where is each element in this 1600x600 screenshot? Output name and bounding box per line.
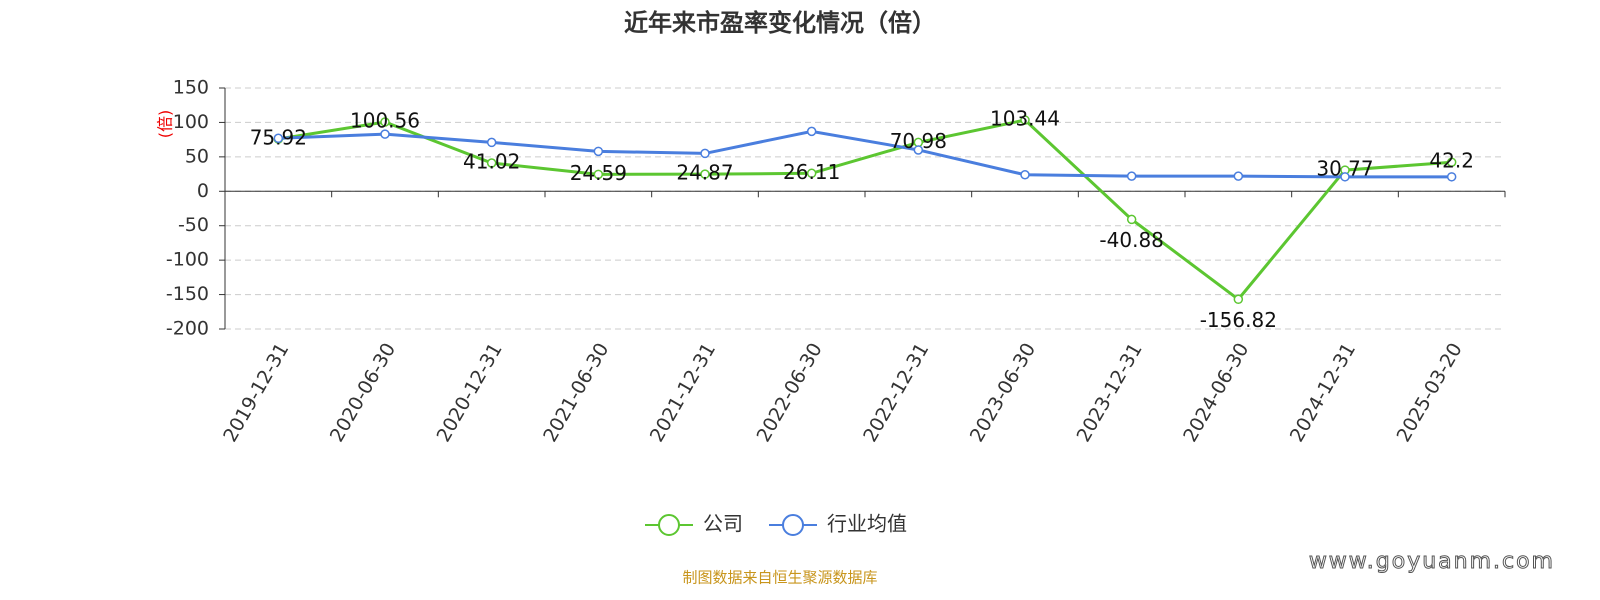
data-label: 26.11 (783, 160, 840, 184)
legend-marker (658, 514, 680, 536)
data-label: 24.87 (676, 161, 733, 185)
point (1020, 170, 1030, 180)
source-note: 制图数据来自恒生聚源数据库 (682, 569, 877, 587)
data-label: 24.59 (570, 161, 627, 185)
y-axis-label: (倍) (156, 110, 175, 139)
point (593, 146, 604, 157)
y-tick-label: -50 (178, 214, 209, 236)
y-tick-label: 150 (173, 77, 209, 99)
x-tick-label: 2025-03-20 (1392, 339, 1466, 446)
data-label: 42.2 (1429, 149, 1474, 173)
point (1126, 171, 1137, 181)
point (700, 169, 710, 179)
y-tick-label: 100 (173, 111, 209, 133)
point (486, 158, 497, 168)
x-tick-label: 2020-12-31 (432, 339, 506, 446)
x-tick-label: 2021-06-30 (539, 339, 613, 446)
series-line (278, 118, 1452, 302)
point (273, 133, 284, 144)
point (1340, 172, 1350, 182)
data-label: 100.56 (350, 109, 420, 133)
point (1126, 214, 1137, 225)
y-tick-label: 50 (185, 145, 209, 167)
y-tick-label: -100 (166, 249, 209, 271)
point (1446, 157, 1457, 167)
data-label: 41.02 (463, 150, 520, 174)
x-tick-label: 2019-12-31 (219, 339, 293, 446)
x-tick-label: 2020-06-30 (326, 339, 400, 446)
x-tick-label: 2022-06-30 (752, 339, 826, 446)
point (700, 148, 710, 159)
point (593, 169, 604, 180)
y-tick-label: -200 (166, 318, 209, 340)
data-label: -40.88 (1099, 228, 1163, 252)
x-tick-label: 2021-12-31 (646, 339, 720, 446)
series-line (278, 129, 1452, 179)
legend-label: 行业均值 (827, 512, 907, 536)
point (1233, 171, 1244, 181)
point (806, 126, 817, 137)
x-tick-label: 2023-06-30 (966, 339, 1040, 446)
point (1446, 172, 1457, 182)
x-tick-label: 2023-12-31 (1072, 339, 1146, 446)
x-tick-label: 2024-06-30 (1179, 339, 1253, 446)
point (380, 117, 390, 127)
y-tick-label: 0 (197, 180, 209, 202)
x-tick-label: 2022-12-31 (859, 339, 933, 446)
watermark: www.goyuanm.com (1309, 549, 1555, 574)
y-tick-label: -150 (166, 283, 209, 305)
legend-marker (782, 514, 804, 536)
point (380, 129, 390, 139)
point (806, 168, 817, 179)
data-label: 103.44 (990, 107, 1060, 131)
chart-title: 近年来市盈率变化情况（倍） (624, 9, 936, 37)
point (913, 145, 924, 155)
point (1020, 115, 1030, 125)
legend-label: 公司 (703, 512, 743, 536)
x-tick-label: 2024-12-31 (1286, 339, 1360, 446)
point (1233, 294, 1244, 305)
data-label: -156.82 (1200, 308, 1277, 332)
point (486, 137, 497, 148)
